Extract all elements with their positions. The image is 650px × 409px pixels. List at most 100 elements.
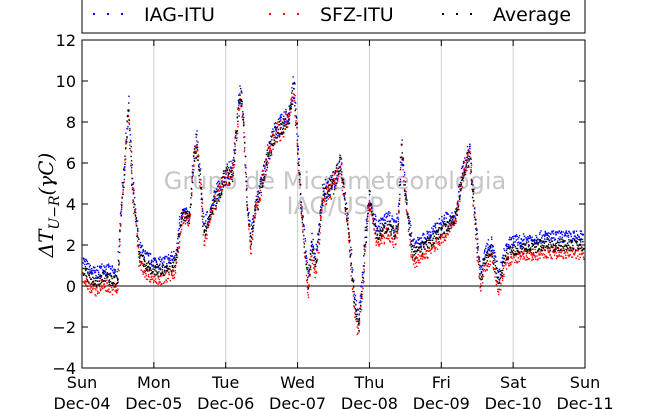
data-point [310, 268, 312, 271]
data-point [406, 214, 409, 217]
data-point [502, 265, 504, 267]
data-point [398, 202, 401, 205]
data-point [88, 263, 90, 265]
data-point [345, 208, 348, 210]
data-point [305, 257, 307, 259]
data-point [161, 271, 164, 273]
data-point [270, 143, 273, 146]
data-point [290, 92, 293, 94]
data-point [506, 248, 508, 250]
data-point [457, 205, 460, 207]
data-point [531, 259, 533, 261]
data-point [244, 171, 247, 174]
data-point [260, 186, 262, 189]
data-point [92, 287, 94, 290]
data-point [325, 200, 328, 202]
data-point [94, 271, 96, 274]
data-point [551, 230, 554, 233]
data-point [315, 265, 317, 268]
data-point [198, 165, 200, 168]
data-point [287, 112, 290, 114]
data-point [398, 211, 400, 213]
data-point [483, 259, 485, 261]
data-point [286, 120, 288, 122]
data-point [351, 267, 353, 269]
data-point [88, 282, 90, 285]
data-point [328, 178, 331, 181]
data-point [549, 241, 552, 244]
data-point [339, 154, 341, 156]
data-point [545, 257, 547, 259]
data-point [492, 260, 495, 262]
data-point [468, 160, 470, 162]
data-point [155, 273, 157, 276]
data-point [462, 162, 465, 164]
data-point [577, 250, 579, 252]
data-point [508, 246, 510, 248]
data-point [160, 275, 162, 278]
legend-marker [121, 13, 123, 15]
data-point [493, 249, 495, 252]
data-point [102, 273, 105, 275]
data-point [518, 251, 520, 253]
data-point [560, 248, 563, 250]
data-point [532, 239, 535, 242]
data-point [338, 167, 341, 169]
data-point [120, 223, 122, 225]
data-point [243, 150, 246, 153]
data-point [405, 191, 407, 193]
data-point [178, 233, 180, 235]
data-point [211, 199, 214, 201]
data-point [576, 244, 578, 246]
data-point [258, 201, 260, 203]
data-point [258, 197, 261, 199]
data-point [145, 272, 147, 275]
data-point [288, 113, 291, 116]
data-point [140, 261, 142, 263]
data-point [281, 128, 284, 131]
data-point [96, 280, 99, 282]
data-point [172, 257, 175, 260]
data-point [396, 213, 398, 215]
data-point [101, 263, 103, 265]
data-point [300, 201, 302, 203]
data-point [210, 214, 212, 216]
data-point [309, 265, 312, 267]
data-point [285, 110, 287, 113]
data-point [202, 216, 204, 218]
data-point [397, 226, 399, 229]
data-point [459, 184, 461, 187]
data-point [531, 242, 534, 245]
data-point [106, 279, 108, 281]
data-point [200, 179, 202, 181]
data-point [90, 289, 93, 292]
data-point [523, 257, 526, 259]
data-point [577, 238, 579, 241]
data-point [387, 212, 389, 214]
data-point [539, 231, 541, 234]
data-point [527, 237, 530, 239]
data-point [443, 217, 445, 219]
data-point [200, 186, 203, 189]
data-point [492, 252, 495, 255]
data-point [351, 271, 353, 273]
data-point [431, 239, 434, 241]
data-point [125, 142, 128, 144]
data-point [140, 254, 143, 256]
data-point [223, 185, 225, 187]
data-point [322, 194, 324, 196]
data-point [299, 173, 301, 176]
data-point [415, 250, 417, 252]
data-point [406, 203, 408, 205]
data-point [158, 275, 160, 278]
data-point [89, 291, 92, 294]
data-point [353, 286, 355, 288]
data-point [512, 237, 515, 240]
data-point [143, 258, 145, 261]
data-point [398, 203, 401, 205]
data-point [97, 290, 99, 292]
data-point [447, 221, 449, 224]
data-point [84, 281, 86, 283]
data-point [382, 234, 384, 237]
data-point [92, 269, 94, 272]
